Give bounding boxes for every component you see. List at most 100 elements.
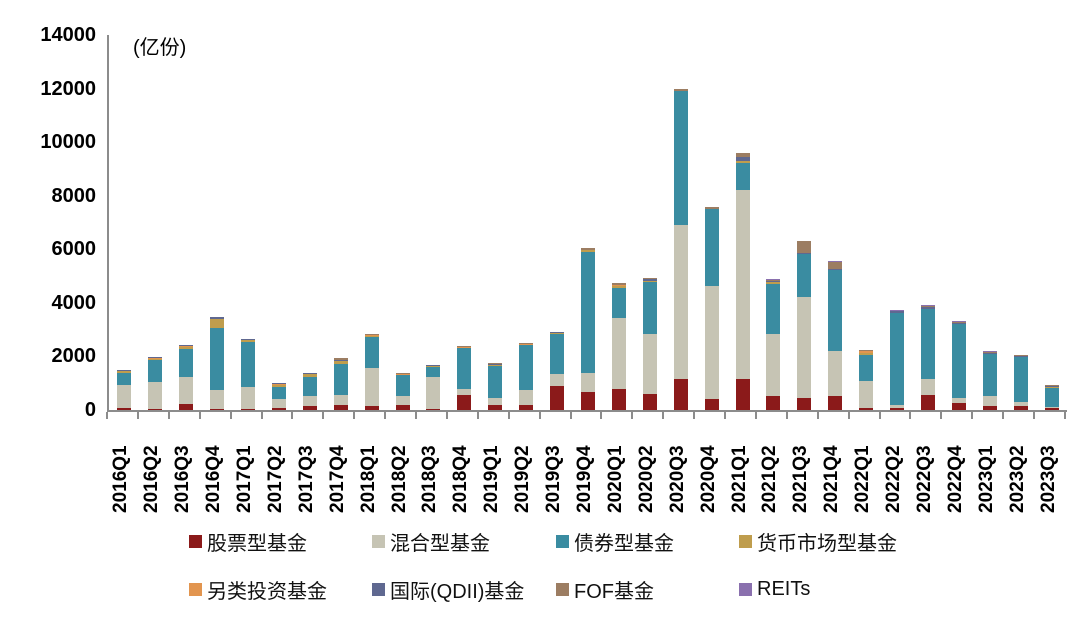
- bar-segment-另类投资基金: [271, 384, 286, 385]
- bar-segment-股票型基金: [179, 404, 194, 410]
- bar-segment-REITs: [920, 305, 935, 307]
- bar-2018Q2: [395, 373, 410, 410]
- bar-segment-货币市场型基金: [550, 333, 565, 335]
- bar-2022Q4: [951, 321, 966, 410]
- bar-segment-货币市场型基金: [581, 250, 595, 252]
- bar-segment-债券型基金: [395, 375, 410, 396]
- bar-segment-股票型基金: [333, 404, 348, 410]
- bar-2016Q4: [210, 317, 225, 410]
- bar-segment-另类投资基金: [333, 360, 348, 362]
- bar-segment-债券型基金: [704, 209, 719, 286]
- bar-segment-混合型基金: [457, 389, 472, 395]
- x-axis-tick: [600, 412, 603, 419]
- bar-2023Q2: [1013, 354, 1028, 410]
- bar-segment-股票型基金: [611, 389, 626, 410]
- y-axis-label: 0: [84, 399, 96, 421]
- bar-segment-混合型基金: [1013, 401, 1028, 406]
- bar-2018Q3: [426, 364, 441, 410]
- x-axis-tick: [940, 412, 943, 419]
- bar-segment-另类投资基金: [148, 358, 163, 359]
- bar-segment-货币市场型基金: [611, 285, 626, 289]
- bar-segment-另类投资基金: [364, 335, 379, 336]
- x-axis-tick: [693, 412, 696, 419]
- bar-segment-另类投资基金: [179, 346, 194, 347]
- bar-segment-FOF基金: [982, 351, 997, 353]
- bar-segment-国际(QDII)基金: [642, 278, 657, 281]
- bar-segment-债券型基金: [890, 313, 905, 405]
- bar-segment-债券型基金: [457, 348, 472, 390]
- x-axis-tick: [322, 412, 325, 419]
- bar-2017Q4: [333, 358, 348, 410]
- bar-2020Q4: [704, 207, 719, 410]
- legend-item-混合型基金: 混合型基金: [372, 530, 490, 555]
- x-axis-label: 2023Q3: [1037, 445, 1059, 513]
- bar-2021Q4: [828, 261, 843, 410]
- bar-segment-REITs: [951, 321, 966, 323]
- bar-segment-债券型基金: [364, 336, 379, 368]
- x-axis-tick: [291, 412, 294, 419]
- bar-segment-货币市场型基金: [735, 161, 750, 163]
- legend-label: 货币市场型基金: [757, 532, 897, 555]
- legend-item-国际(QDII)基金: 国际(QDII)基金: [372, 578, 524, 603]
- bar-segment-国际(QDII)基金: [704, 208, 719, 210]
- bar-segment-货币市场型基金: [642, 280, 657, 282]
- bar-segment-混合型基金: [271, 399, 286, 409]
- x-axis-label: 2018Q3: [419, 445, 441, 513]
- x-axis-tick: [384, 412, 387, 419]
- bar-segment-国际(QDII)基金: [859, 350, 874, 352]
- bar-2019Q3: [550, 331, 565, 410]
- bar-segment-货币市场型基金: [271, 384, 286, 388]
- bar-2021Q3: [797, 241, 812, 410]
- bar-segment-债券型基金: [951, 324, 966, 398]
- bar-segment-FOF基金: [704, 207, 719, 209]
- bar-segment-混合型基金: [519, 389, 534, 405]
- legend-item-货币市场型基金: 货币市场型基金: [739, 530, 897, 555]
- y-axis-label: 12000: [40, 77, 96, 100]
- bar-segment-股票型基金: [488, 405, 503, 410]
- x-axis-label: 2016Q1: [110, 445, 132, 513]
- bar-segment-股票型基金: [704, 399, 719, 410]
- legend-label: 债券型基金: [574, 532, 674, 555]
- bar-segment-国际(QDII)基金: [890, 311, 905, 314]
- x-axis-tick: [631, 412, 634, 419]
- x-axis-label: 2017Q3: [295, 445, 317, 513]
- bar-segment-货币市场型基金: [117, 371, 132, 373]
- bar-segment-REITs: [828, 261, 843, 263]
- x-axis-tick: [260, 412, 263, 419]
- bar-segment-货币市场型基金: [1044, 387, 1059, 389]
- x-axis-tick: [106, 412, 108, 419]
- x-axis-label: 2017Q2: [264, 445, 286, 513]
- bar-segment-货币市场型基金: [426, 366, 441, 367]
- bar-segment-混合型基金: [1044, 406, 1059, 409]
- bar-segment-货币市场型基金: [457, 347, 472, 349]
- bar-segment-债券型基金: [179, 349, 194, 378]
- bar-segment-债券型基金: [117, 372, 132, 385]
- legend-label: FOF基金: [574, 580, 654, 603]
- bar-2021Q2: [766, 279, 781, 410]
- bar-segment-国际(QDII)基金: [179, 345, 194, 347]
- x-axis-label: 2018Q2: [388, 445, 410, 513]
- bar-segment-FOF基金: [488, 363, 503, 365]
- bar-2019Q2: [519, 343, 534, 410]
- bar-segment-FOF基金: [550, 331, 565, 333]
- x-axis-tick: [971, 412, 974, 419]
- bar-segment-债券型基金: [859, 355, 874, 381]
- x-axis-label: 2022Q3: [913, 445, 935, 513]
- bar-segment-股票型基金: [519, 404, 534, 410]
- bar-2016Q3: [179, 345, 194, 410]
- bar-segment-FOF基金: [611, 283, 626, 285]
- bar-segment-股票型基金: [241, 408, 256, 410]
- bar-segment-国际(QDII)基金: [333, 359, 348, 361]
- y-axis-label: 14000: [40, 24, 96, 46]
- bar-segment-FOF基金: [642, 277, 657, 279]
- bar-segment-国际(QDII)基金: [766, 280, 781, 282]
- bar-segment-国际(QDII)基金: [550, 332, 565, 333]
- x-axis-tick: [229, 412, 232, 419]
- x-axis-label: 2022Q1: [852, 445, 874, 513]
- bar-segment-债券型基金: [611, 288, 626, 319]
- bar-segment-混合型基金: [333, 394, 348, 405]
- bar-segment-国际(QDII)基金: [735, 157, 750, 162]
- bar-2023Q1: [982, 350, 997, 410]
- bar-segment-股票型基金: [302, 405, 317, 410]
- legend-label: 混合型基金: [390, 532, 490, 555]
